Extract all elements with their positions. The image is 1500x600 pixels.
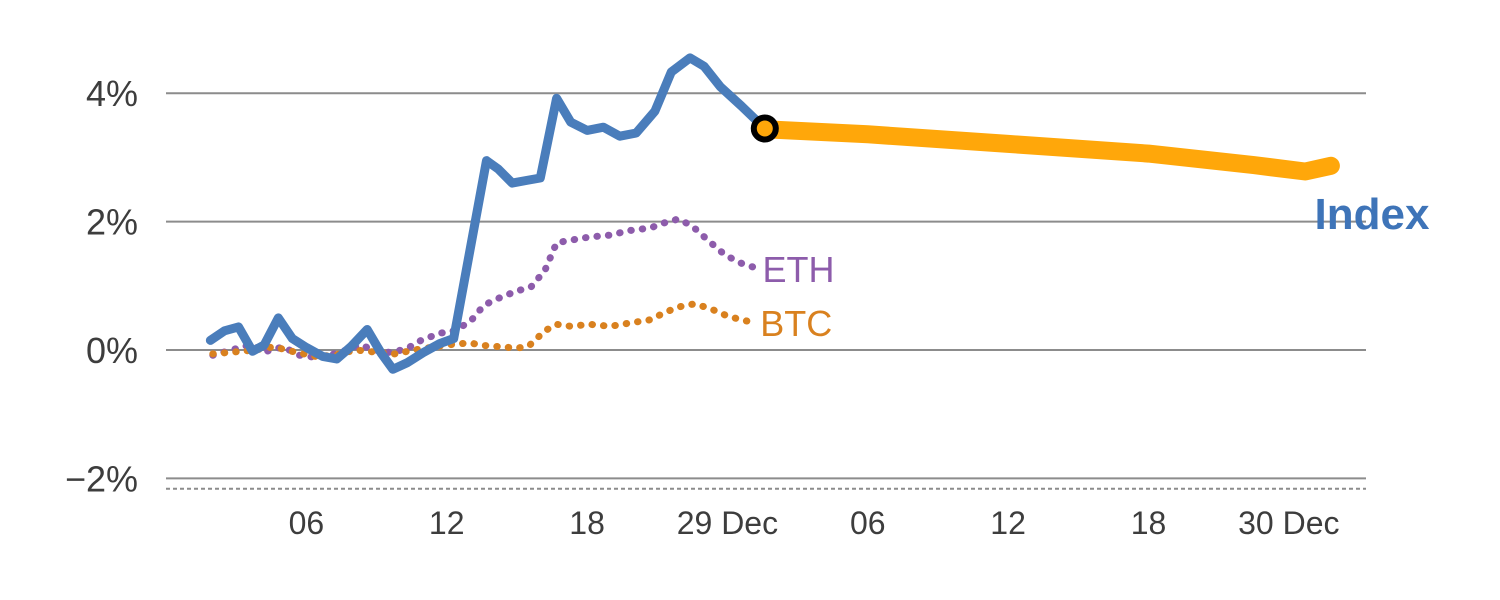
y-tick-label: 0%	[86, 330, 138, 371]
series-label-btc: BTC	[760, 303, 833, 345]
x-tick-label: 12	[429, 505, 465, 541]
y-tick-label: 2%	[86, 202, 138, 243]
y-tick-label: 4%	[86, 73, 138, 114]
x-tick-label: 18	[1131, 505, 1167, 541]
series-label-index: Index	[1314, 190, 1430, 240]
series-index	[205, 53, 770, 374]
x-tick-label: 06	[289, 505, 325, 541]
x-tick-label: 06	[850, 505, 886, 541]
series-label-eth: ETH	[762, 249, 835, 291]
x-tick-label: 29 Dec	[677, 505, 778, 541]
x-tick-label: 30 Dec	[1238, 505, 1339, 541]
x-tick-label: 12	[990, 505, 1026, 541]
series-index-forecast	[755, 120, 1340, 181]
series-btc	[209, 300, 759, 360]
series-eth	[209, 215, 759, 362]
y-tick-label: −2%	[65, 458, 138, 499]
forecast-start-marker	[750, 114, 779, 143]
x-tick-label: 18	[569, 505, 605, 541]
